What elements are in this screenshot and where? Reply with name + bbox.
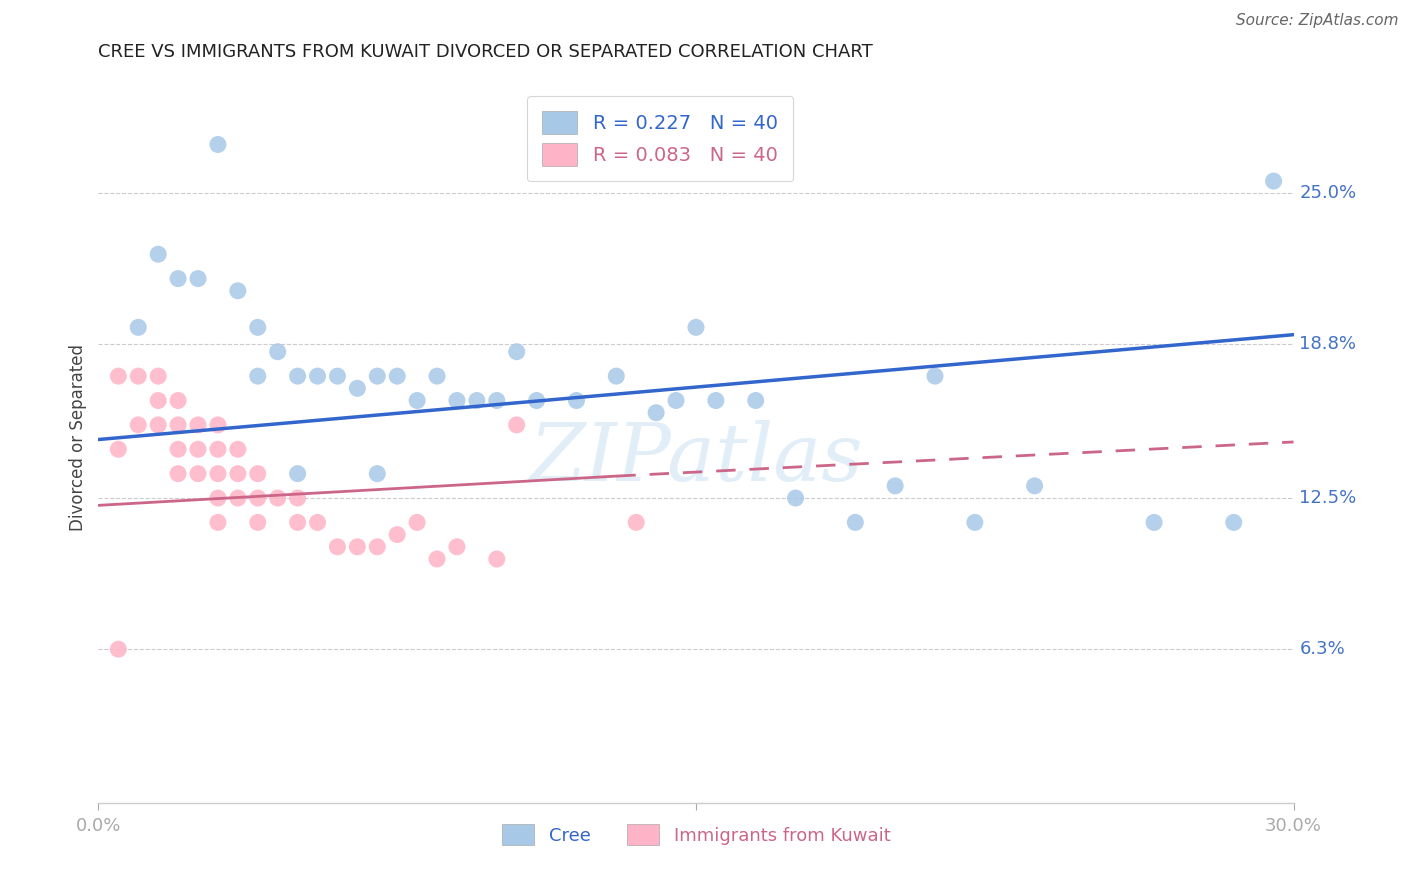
- Text: 6.3%: 6.3%: [1299, 640, 1346, 658]
- Point: [187, 271, 209, 285]
- Point: [526, 393, 548, 408]
- Point: [366, 540, 388, 554]
- Point: [226, 467, 249, 481]
- Point: [246, 369, 269, 384]
- Point: [148, 417, 170, 432]
- Point: [506, 417, 529, 432]
- Point: [167, 417, 190, 432]
- Point: [287, 467, 309, 481]
- Point: [107, 369, 129, 384]
- Point: [645, 406, 668, 420]
- Point: [704, 393, 727, 408]
- Point: [207, 467, 229, 481]
- Point: [485, 552, 508, 566]
- Point: [963, 516, 986, 530]
- Point: [148, 393, 170, 408]
- Point: [446, 393, 468, 408]
- Point: [207, 442, 229, 457]
- Point: [167, 271, 190, 285]
- Point: [665, 393, 688, 408]
- Point: [366, 369, 388, 384]
- Point: [226, 442, 249, 457]
- Point: [287, 491, 309, 505]
- Y-axis label: Divorced or Separated: Divorced or Separated: [69, 343, 87, 531]
- Point: [626, 516, 648, 530]
- Point: [426, 369, 449, 384]
- Point: [226, 491, 249, 505]
- Point: [326, 540, 349, 554]
- Text: 12.5%: 12.5%: [1299, 489, 1357, 507]
- Point: [246, 491, 269, 505]
- Text: Source: ZipAtlas.com: Source: ZipAtlas.com: [1236, 13, 1399, 29]
- Point: [207, 491, 229, 505]
- Point: [167, 393, 190, 408]
- Point: [167, 442, 190, 457]
- Point: [207, 137, 229, 152]
- Text: 25.0%: 25.0%: [1299, 185, 1357, 202]
- Point: [465, 393, 488, 408]
- Point: [148, 247, 170, 261]
- Point: [506, 344, 529, 359]
- Point: [446, 540, 468, 554]
- Point: [884, 479, 907, 493]
- Point: [107, 642, 129, 657]
- Point: [685, 320, 707, 334]
- Point: [605, 369, 627, 384]
- Point: [246, 516, 269, 530]
- Point: [207, 516, 229, 530]
- Point: [187, 442, 209, 457]
- Point: [267, 491, 290, 505]
- Text: CREE VS IMMIGRANTS FROM KUWAIT DIVORCED OR SEPARATED CORRELATION CHART: CREE VS IMMIGRANTS FROM KUWAIT DIVORCED …: [98, 44, 873, 62]
- Point: [485, 393, 508, 408]
- Point: [127, 417, 149, 432]
- Point: [406, 393, 429, 408]
- Point: [426, 552, 449, 566]
- Point: [107, 442, 129, 457]
- Point: [148, 369, 170, 384]
- Point: [1223, 516, 1246, 530]
- Text: ZIPatlas: ZIPatlas: [529, 420, 863, 498]
- Point: [207, 417, 229, 432]
- Point: [226, 284, 249, 298]
- Point: [287, 369, 309, 384]
- Point: [326, 369, 349, 384]
- Point: [785, 491, 807, 505]
- Point: [1024, 479, 1046, 493]
- Point: [745, 393, 768, 408]
- Point: [187, 467, 209, 481]
- Point: [1263, 174, 1285, 188]
- Text: 18.8%: 18.8%: [1299, 335, 1357, 353]
- Point: [246, 320, 269, 334]
- Point: [127, 320, 149, 334]
- Point: [127, 369, 149, 384]
- Point: [385, 369, 409, 384]
- Point: [346, 540, 368, 554]
- Point: [924, 369, 946, 384]
- Point: [1143, 516, 1166, 530]
- Point: [385, 527, 409, 541]
- Point: [346, 381, 368, 395]
- Point: [187, 417, 209, 432]
- Point: [406, 516, 429, 530]
- Point: [287, 516, 309, 530]
- Point: [267, 344, 290, 359]
- Point: [307, 516, 329, 530]
- Point: [844, 516, 866, 530]
- Legend: Cree, Immigrants from Kuwait: Cree, Immigrants from Kuwait: [495, 817, 897, 852]
- Point: [366, 467, 388, 481]
- Point: [167, 467, 190, 481]
- Point: [307, 369, 329, 384]
- Point: [246, 467, 269, 481]
- Point: [565, 393, 588, 408]
